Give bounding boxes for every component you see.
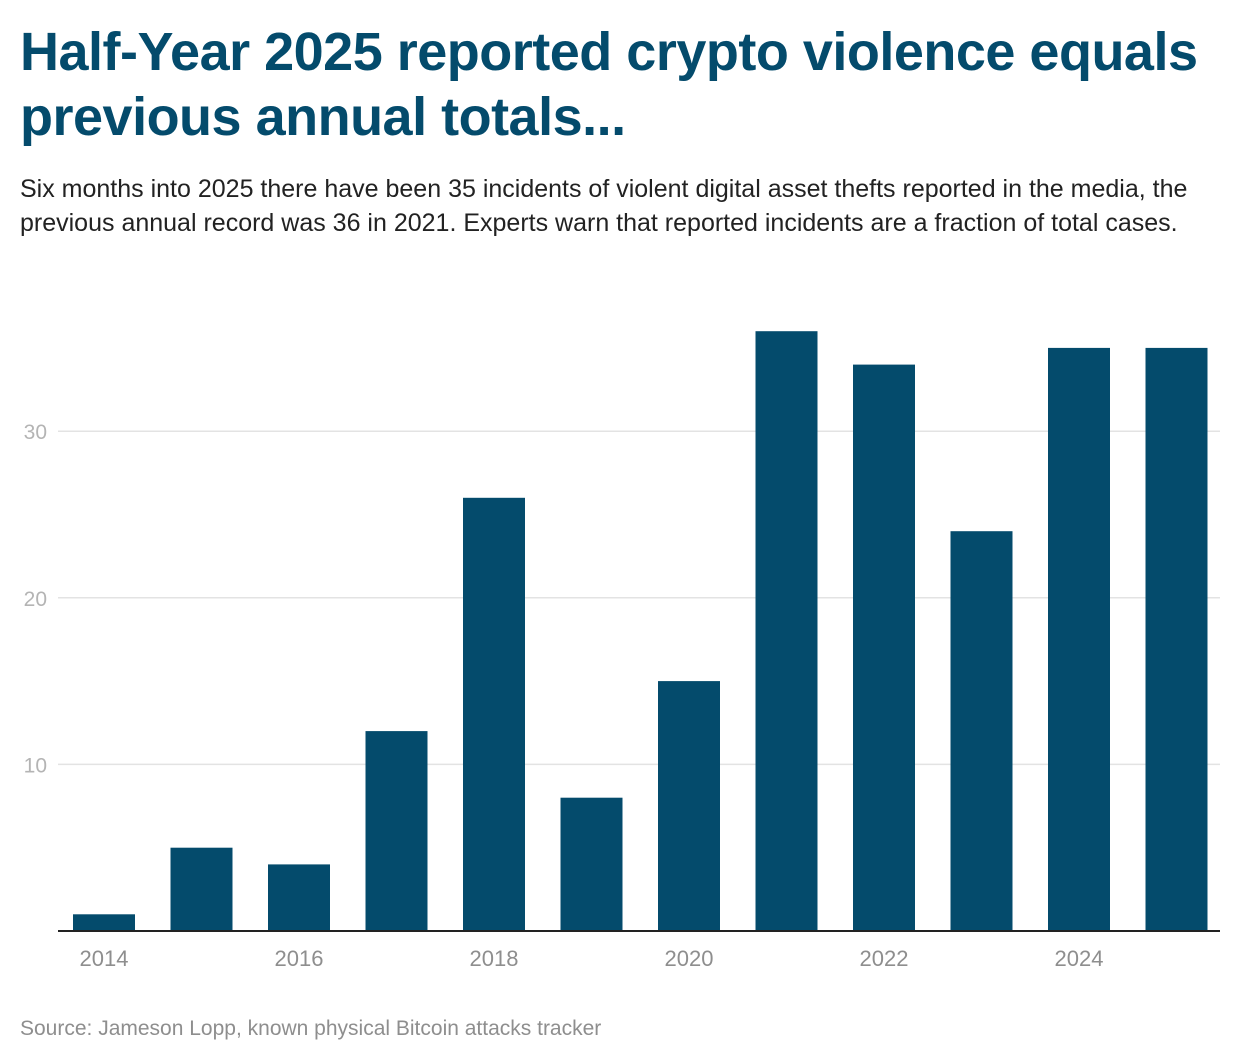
y-tick-label: 30 bbox=[24, 421, 47, 444]
y-tick-label: 10 bbox=[24, 754, 47, 777]
source-note: Source: Jameson Lopp, known physical Bit… bbox=[20, 1017, 602, 1040]
x-tick-label: 2020 bbox=[665, 946, 714, 971]
bar-2025 bbox=[1145, 347, 1208, 931]
bar-2020 bbox=[658, 681, 720, 931]
bar-chart: 10 20 30 2014 2016 2018 2020 2022 2024 bbox=[24, 331, 1220, 971]
x-tick-label: 2024 bbox=[1055, 946, 1104, 971]
bar-2022 bbox=[853, 364, 915, 932]
chart-subtitle: Six months into 2025 there have been 35 … bbox=[20, 175, 1188, 237]
y-tick-labels: 10 20 30 bbox=[24, 421, 47, 777]
bar-2024 bbox=[1048, 347, 1110, 931]
bar-2019 bbox=[560, 797, 623, 931]
chart-title: Half-Year 2025 reported crypto violence … bbox=[20, 22, 1198, 147]
bar-2017 bbox=[365, 731, 428, 931]
bar-2018 bbox=[463, 497, 525, 931]
x-tick-label: 2018 bbox=[470, 946, 519, 971]
x-tick-label: 2016 bbox=[275, 946, 324, 971]
grid-lines bbox=[58, 430, 1220, 766]
bar-2016 bbox=[268, 864, 330, 931]
bar-2015 bbox=[170, 847, 233, 931]
bar-2021 bbox=[755, 331, 818, 931]
bar-2023 bbox=[950, 531, 1013, 931]
x-tick-labels: 2014 2016 2018 2020 2022 2024 bbox=[80, 946, 1104, 971]
bar-2014 bbox=[73, 914, 135, 931]
x-tick-label: 2014 bbox=[80, 946, 129, 971]
bars bbox=[73, 331, 1208, 932]
y-tick-label: 20 bbox=[24, 588, 47, 611]
x-tick-label: 2022 bbox=[860, 946, 909, 971]
